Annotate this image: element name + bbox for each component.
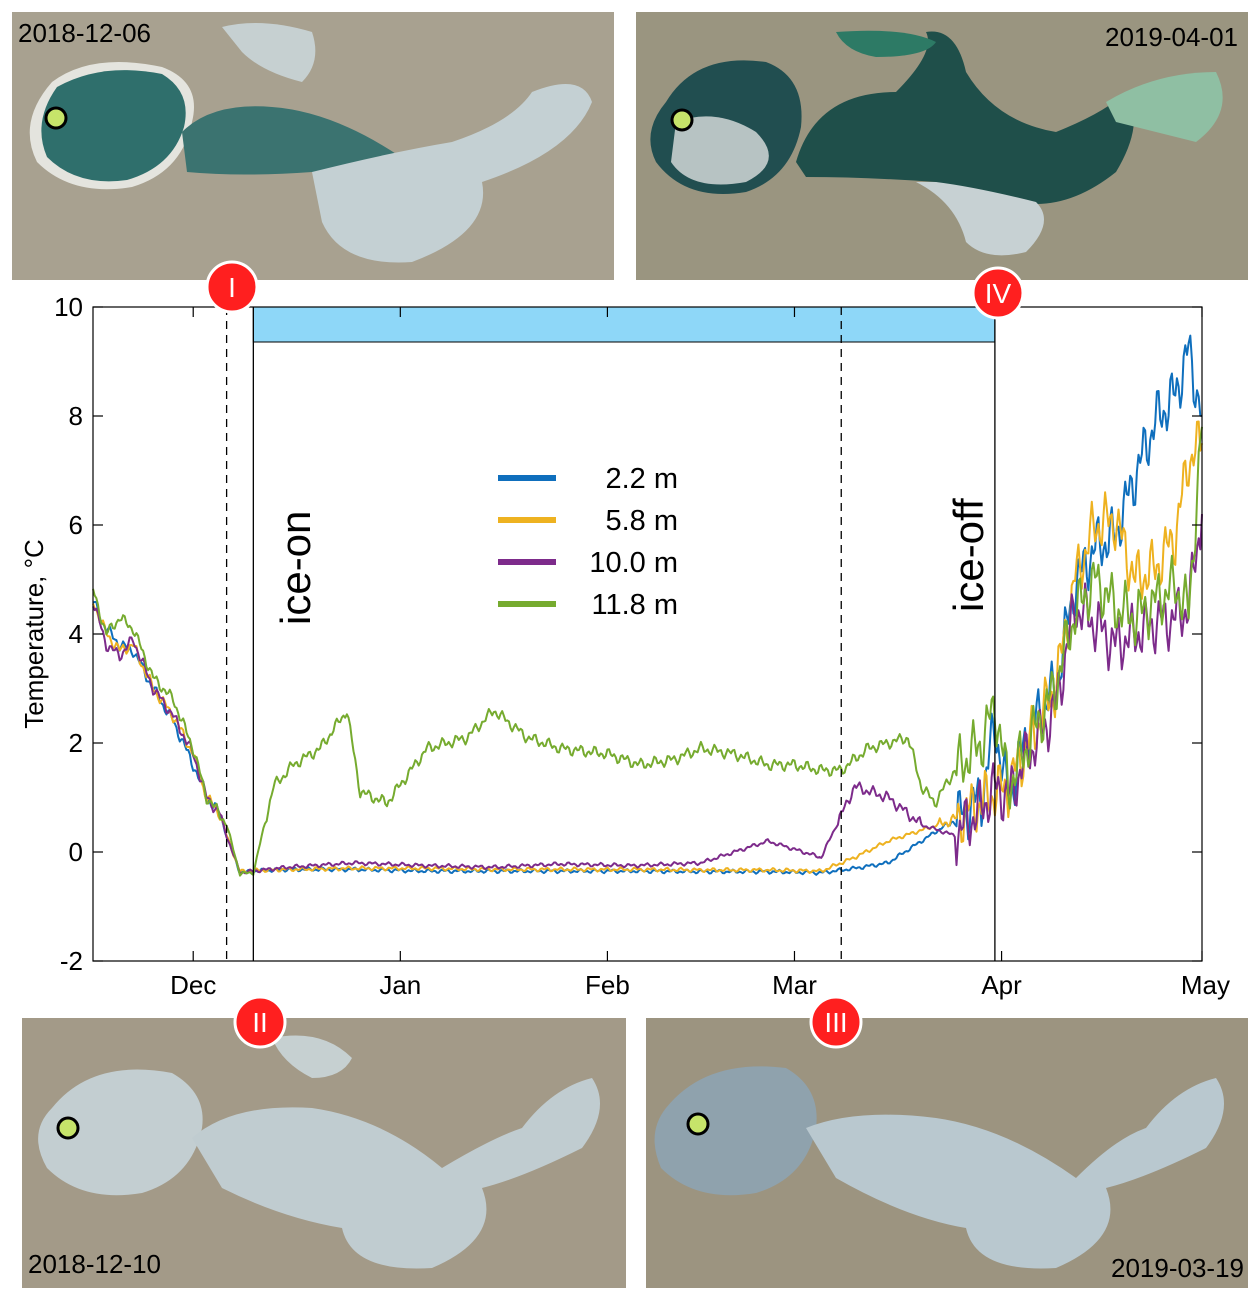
ice-cover-band [252, 306, 996, 343]
satellite-photo-2019-03-19: 2019-03-19 [646, 1018, 1248, 1288]
y-axis-label: Temperature, °C [19, 539, 49, 729]
legend-label: 5.8 m [605, 505, 678, 537]
photo-date: 2018-12-06 [18, 18, 151, 48]
ice-on-label: ice-on [272, 511, 319, 625]
x-tick-label: Jan [379, 970, 421, 1000]
y-tick-label: 2 [69, 728, 83, 758]
event-marker-II [233, 995, 287, 1049]
event-marker-I [205, 260, 259, 314]
satellite-photo-2018-12-06: 2018-12-06 [12, 12, 614, 280]
photo-date: 2019-03-19 [1111, 1253, 1244, 1283]
legend-label: 2.2 m [605, 463, 678, 495]
x-tick-label: Feb [585, 970, 630, 1000]
event-marker-label: III [824, 1007, 847, 1038]
photo-date: 2018-12-10 [28, 1249, 161, 1279]
series-line-11-8-m [92, 426, 1203, 877]
y-tick-label: 4 [69, 619, 83, 649]
event-marker-label: IV [985, 278, 1012, 309]
legend: 2.2 m 5.8 m 10.0 m 11.8 m [498, 463, 678, 621]
event-marker-III [809, 995, 863, 1049]
photo-date: 2019-04-01 [1105, 22, 1238, 52]
ice-off-label: ice-off [945, 498, 992, 612]
x-tick-label: May [1181, 970, 1230, 1000]
y-tick-label: -2 [60, 946, 83, 976]
y-tick-label: 8 [69, 401, 83, 431]
y-tick-label: 6 [69, 510, 83, 540]
series-line-10-0-m [92, 514, 1203, 875]
y-tick-label: 10 [54, 292, 83, 322]
event-marker-IV [971, 266, 1025, 320]
event-marker-label: II [252, 1007, 268, 1038]
satellite-photo-2019-04-01: 2019-04-01 [636, 12, 1248, 280]
satellite-photo-2018-12-10: 2018-12-10 [22, 1018, 626, 1288]
y-tick-label: 0 [69, 837, 83, 867]
x-tick-label: Mar [772, 970, 817, 1000]
legend-label: 10.0 m [589, 547, 678, 579]
event-marker-label: I [228, 272, 236, 303]
x-tick-label: Dec [170, 970, 216, 1000]
x-tick-label: Apr [981, 970, 1022, 1000]
legend-label: 11.8 m [591, 589, 678, 621]
